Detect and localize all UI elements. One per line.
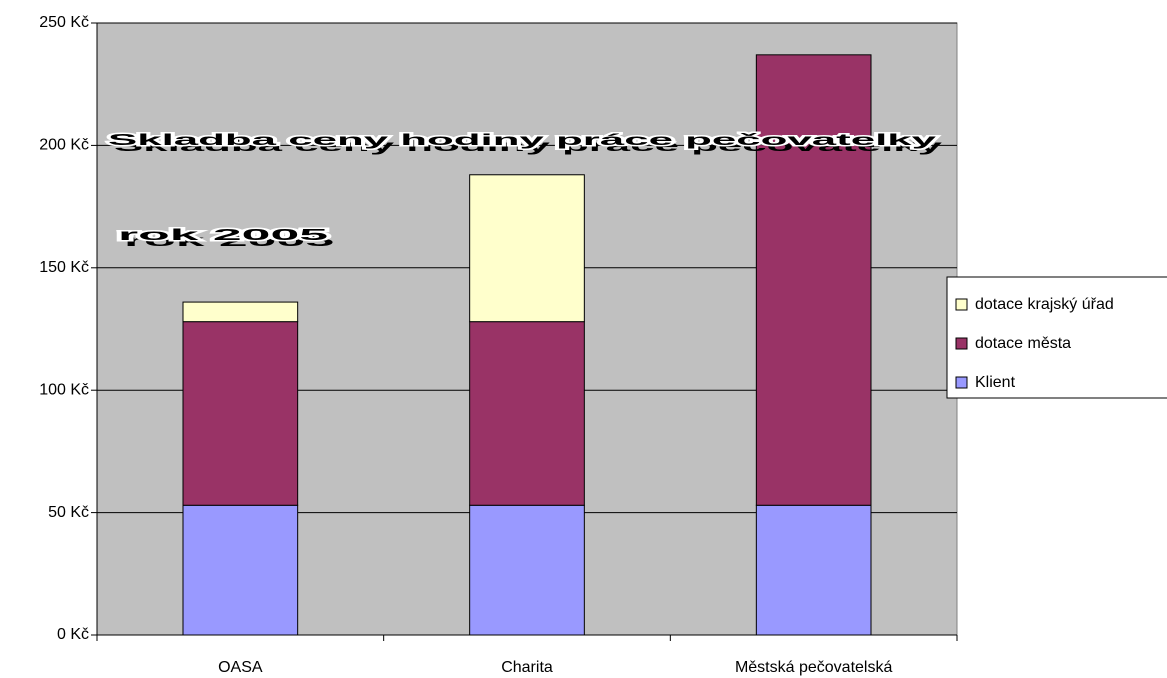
legend-label: dotace krajský úřad	[975, 296, 1114, 313]
legend-swatch	[955, 298, 968, 311]
chart-title: Skladba ceny hodiny práce pečovatelky	[108, 132, 936, 149]
title-shadow: Skladba ceny hodiny práce pečovatelky	[114, 138, 942, 155]
bar-segment	[469, 321, 585, 506]
legend	[946, 276, 1167, 399]
x-tick-label: OASA	[218, 659, 263, 676]
bar-segment	[469, 504, 585, 636]
subtitle-shadow: rok 2005	[124, 233, 334, 250]
title-group: Skladba ceny hodiny práce pečovatelky Sk…	[107, 131, 943, 251]
legend-label: dotace města	[975, 335, 1071, 352]
bar-segment	[755, 504, 872, 636]
bar-segment	[755, 54, 872, 506]
y-tick-label: 200 Kč	[39, 137, 89, 154]
y-tick-label: 100 Kč	[39, 381, 89, 398]
marks	[97, 22, 957, 636]
legend-label: Klient	[975, 374, 1016, 391]
x-tick-label: Městská pečovatelská	[735, 659, 893, 676]
legend-swatch	[955, 376, 968, 389]
legend-swatch	[955, 337, 968, 350]
bar-segment	[182, 301, 299, 323]
y-tick-label: 50 Kč	[48, 504, 89, 521]
chart-subtitle: rok 2005	[118, 227, 328, 244]
bar-segment	[182, 321, 299, 506]
bar-segment	[469, 174, 585, 323]
x-tick-label: Charita	[501, 659, 553, 676]
y-tick-label: 150 Kč	[39, 259, 89, 276]
y-tick-label: 250 Kč	[39, 14, 89, 31]
bar-segment	[182, 504, 299, 636]
y-tick-label: 0 Kč	[57, 626, 89, 643]
